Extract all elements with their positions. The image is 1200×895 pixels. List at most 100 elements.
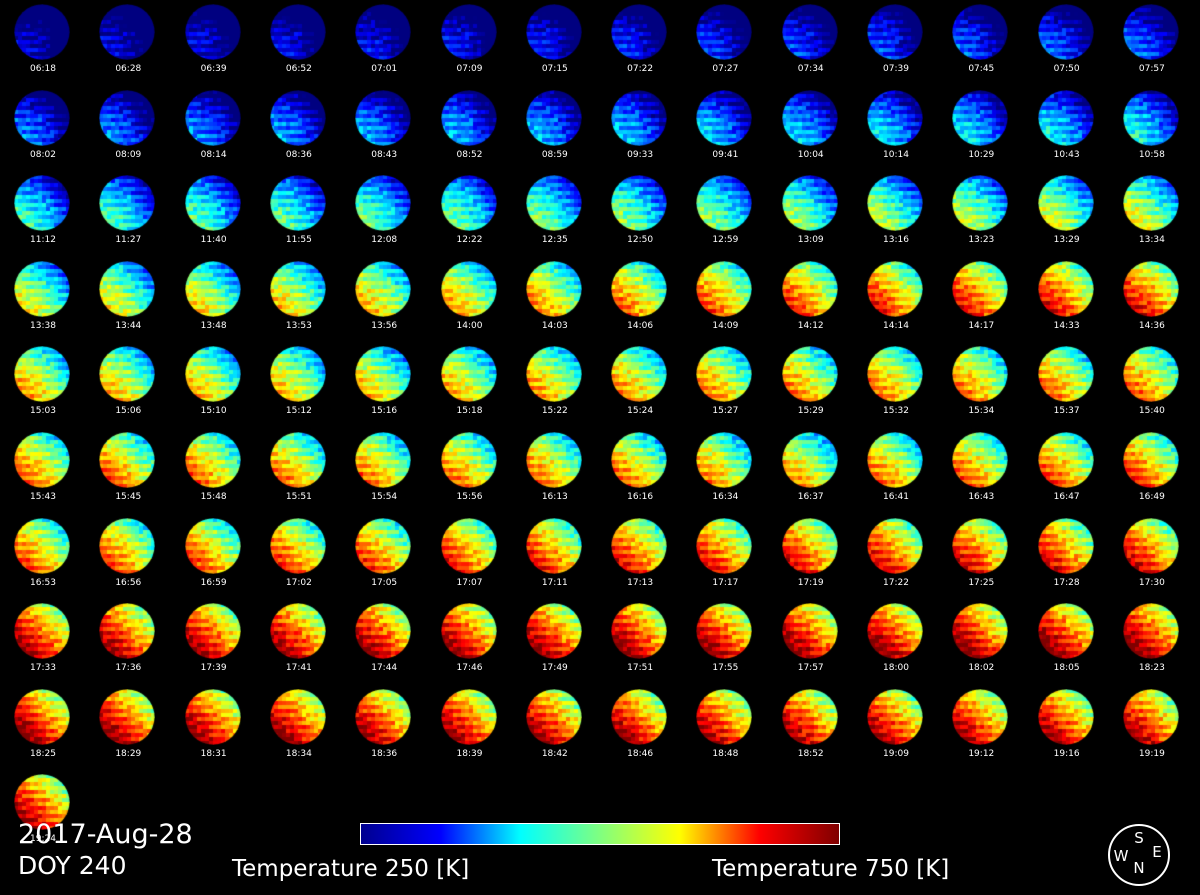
frame-time-label: 17:33 (30, 663, 56, 674)
frame-cell: 16:13 (512, 428, 598, 514)
frame-time-label: 16:37 (797, 492, 824, 502)
thermal-disk-image (440, 517, 497, 574)
thermal-disk-image (14, 260, 70, 317)
frame-cell: 17:02 (256, 514, 342, 600)
frame-time-label: 17:36 (115, 663, 142, 674)
thermal-disk-image (952, 603, 1009, 660)
thermal-disk-image (867, 346, 923, 403)
frame-cell: 12:50 (597, 171, 683, 257)
frame-time-label: 12:08 (371, 235, 398, 246)
thermal-disk-image (696, 517, 753, 574)
frame-cell: 17:49 (512, 599, 598, 685)
frame-time-label: 15:37 (1053, 406, 1080, 417)
frame-cell: 18:48 (682, 685, 768, 771)
frame-time-label: 18:23 (1138, 663, 1165, 674)
frame-cell: 08:09 (85, 86, 171, 172)
frame-time-label: 16:49 (1138, 492, 1165, 502)
frame-cell: 15:12 (256, 342, 342, 428)
frame-time-label: 09:41 (712, 149, 739, 160)
frame-time-label: 11:12 (30, 235, 56, 246)
thermal-disk-image (269, 432, 326, 488)
frame-cell: 07:34 (768, 0, 854, 86)
frame-time-label: 10:04 (797, 149, 824, 160)
thermal-disk-image (99, 517, 156, 574)
frame-cell: 16:53 (0, 514, 86, 600)
frame-time-label: 07:57 (1138, 64, 1165, 74)
frame-time-label: 07:39 (883, 64, 909, 74)
frame-time-label: 13:16 (883, 235, 909, 246)
frame-cell: 15:51 (256, 428, 342, 514)
thermal-disk-image (781, 89, 838, 146)
thermal-disk-image (184, 260, 241, 317)
frame-time-label: 08:52 (456, 149, 483, 160)
thermal-disk-image (611, 175, 668, 232)
thermal-disk-image (184, 175, 241, 232)
thermal-disk-image (1122, 4, 1179, 60)
frame-time-label: 14:17 (968, 320, 995, 331)
frame-time-label: 06:28 (115, 64, 142, 74)
frame-cell: 07:39 (853, 0, 939, 86)
frame-time-label: 07:50 (1053, 64, 1080, 74)
frame-time-label: 15:45 (115, 492, 142, 502)
thermal-disk-image (867, 603, 923, 660)
frame-cell: 07:50 (1024, 0, 1110, 86)
frame-cell: 17:17 (682, 514, 768, 600)
frame-cell: 17:44 (341, 599, 427, 685)
frame-time-label: 17:22 (883, 577, 909, 588)
frame-cell: 12:59 (682, 171, 768, 257)
frame-time-label: 12:22 (456, 235, 483, 246)
thermal-disk-image (1122, 346, 1179, 403)
frame-time-label: 16:59 (200, 577, 227, 588)
frame-cell: 17:33 (0, 599, 86, 685)
frame-cell: 17:30 (1109, 514, 1195, 600)
thermal-disk-image (355, 175, 412, 232)
frame-cell: 10:29 (938, 86, 1024, 172)
frame-time-label: 14:03 (541, 320, 568, 331)
frame-cell: 16:59 (171, 514, 257, 600)
frame-time-label: 16:43 (968, 492, 995, 502)
frame-time-label: 17:46 (456, 663, 483, 674)
thermal-disk-image (1037, 688, 1094, 745)
frame-time-label: 19:12 (968, 748, 995, 759)
frame-time-label: 15:54 (371, 492, 398, 502)
frame-time-label: 18:00 (883, 663, 909, 674)
thermal-disk-image (781, 346, 838, 403)
frame-time-label: 12:50 (627, 235, 654, 246)
frame-cell: 14:17 (938, 257, 1024, 343)
frame-cell: 15:34 (938, 342, 1024, 428)
frame-time-label: 16:56 (115, 577, 142, 588)
frame-time-label: 12:35 (541, 235, 568, 246)
frame-cell: 16:37 (768, 428, 854, 514)
frame-time-label: 13:56 (371, 320, 398, 331)
frame-cell: 11:55 (256, 171, 342, 257)
frame-time-label: 13:34 (1138, 235, 1165, 246)
frame-time-label: 13:29 (1053, 235, 1080, 246)
thermal-disk-image (355, 603, 412, 660)
frame-time-label: 10:29 (968, 149, 995, 160)
frame-time-label: 06:39 (200, 64, 227, 74)
frame-cell: 13:38 (0, 257, 86, 343)
frame-cell: 15:37 (1024, 342, 1110, 428)
frame-cell: 15:54 (341, 428, 427, 514)
frame-cell: 06:39 (171, 0, 257, 86)
thermal-disk-image (355, 89, 412, 146)
frame-time-label: 18:36 (371, 748, 398, 759)
thermal-disk-image (867, 517, 923, 574)
frame-time-label: 16:47 (1053, 492, 1080, 502)
frame-cell: 15:27 (682, 342, 768, 428)
frame-cell: 13:34 (1109, 171, 1195, 257)
frame-time-label: 09:33 (627, 149, 654, 160)
frame-time-label: 07:01 (371, 64, 398, 74)
thermal-disk-image (14, 89, 70, 146)
thermal-disk-image (440, 346, 497, 403)
frame-cell: 18:46 (597, 685, 683, 771)
frame-cell: 11:40 (171, 171, 257, 257)
frame-time-label: 14:00 (456, 320, 483, 331)
frame-time-label: 11:27 (115, 235, 142, 246)
thermal-disk-image (696, 688, 753, 745)
frame-time-label: 18:52 (797, 748, 824, 759)
frame-time-label: 14:06 (627, 320, 654, 331)
frame-cell: 13:16 (853, 171, 939, 257)
frame-time-label: 15:43 (30, 492, 56, 502)
